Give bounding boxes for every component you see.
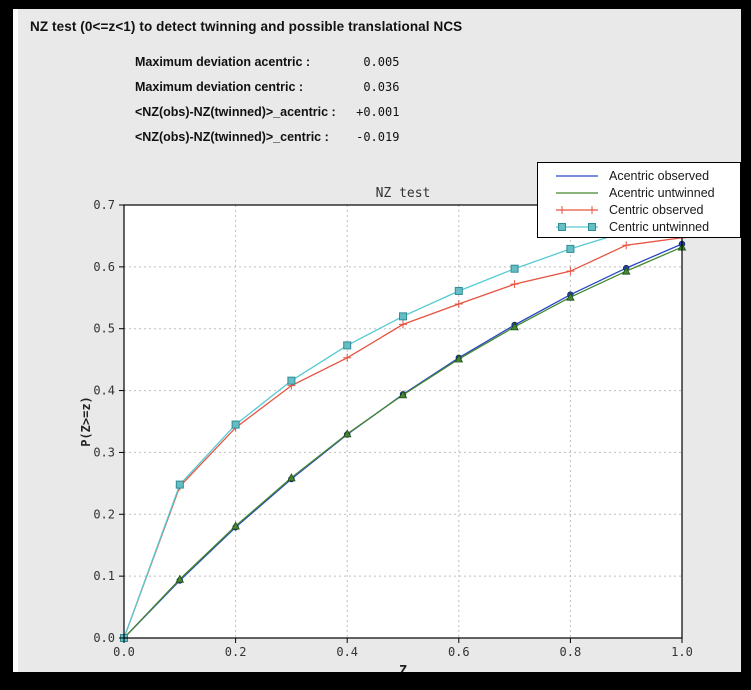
x-tick-label: 0.8: [560, 645, 582, 659]
stat-label: <NZ(obs)-NZ(twinned)>_acentric :: [135, 105, 336, 119]
panel-edge-highlight: [13, 9, 18, 672]
y-tick-label: 0.5: [93, 322, 115, 336]
nz-test-chart: 0.0 0.2 0.4 0.6 0.8 1.0 0.0 0.1 0.2 0.3 0.4 0.5 0.6 0…: [79, 186, 693, 672]
legend: Acentric observed Acentric untwinned Cen…: [537, 162, 741, 238]
stat-row: <NZ(obs)-NZ(twinned)>_centric : -0.019: [135, 128, 399, 153]
stat-label: Maximum deviation acentric :: [135, 55, 311, 69]
plot-window: NZ test (0<=z<1) to detect twinning and …: [13, 9, 741, 672]
stat-value: -0.019: [356, 130, 400, 144]
legend-item: Acentric observed: [538, 167, 740, 184]
x-tick-label: 0.0: [113, 645, 135, 659]
legend-line-sample: [556, 191, 598, 194]
legend-item: Acentric untwinned: [538, 184, 740, 201]
legend-line-sample: [556, 174, 598, 177]
stat-row: Maximum deviation centric : 0.036: [135, 78, 399, 103]
stat-label: Maximum deviation centric :: [135, 80, 304, 94]
y-tick-label: 0.2: [93, 507, 115, 521]
stat-row: Maximum deviation acentric : 0.005: [135, 53, 399, 78]
series-acentric-untwinned: [119, 242, 687, 642]
legend-label: Acentric observed: [609, 168, 710, 183]
stat-value: 0.036: [363, 80, 400, 94]
legend-label: Centric untwinned: [609, 219, 710, 234]
legend-item: Centric untwinned: [538, 218, 740, 235]
stats-block: Maximum deviation acentric : 0.005 Maxim…: [135, 53, 399, 153]
y-tick-label: 0.3: [93, 445, 115, 459]
stat-label: <NZ(obs)-NZ(twinned)>_centric :: [135, 130, 329, 144]
legend-line-sample: [556, 222, 598, 231]
stat-row: <NZ(obs)-NZ(twinned)>_acentric : +0.001: [135, 103, 399, 128]
y-axis-label: P(Z>=z): [79, 396, 93, 447]
axes-frame: [123, 204, 683, 639]
legend-line-sample: [556, 205, 598, 214]
y-tick-label: 0.1: [93, 569, 115, 583]
axis-ticks: [119, 204, 683, 643]
x-tick-label: 0.4: [336, 645, 358, 659]
plot-area: [124, 205, 682, 638]
page-title: NZ test (0<=z<1) to detect twinning and …: [30, 19, 463, 34]
y-tick-label: 0.7: [93, 198, 115, 212]
legend-item: Centric observed: [538, 201, 740, 218]
stat-value: +0.001: [356, 105, 400, 119]
y-tick-label: 0.4: [93, 384, 115, 398]
x-tick-label: 1.0: [671, 645, 693, 659]
stat-value: 0.005: [363, 55, 400, 69]
legend-label: Acentric untwinned: [609, 185, 715, 200]
x-axis-label: Z: [399, 664, 407, 672]
x-tick-label: 0.6: [448, 645, 470, 659]
y-tick-label: 0.6: [93, 260, 115, 274]
chart-title: NZ test: [376, 186, 431, 201]
y-tick-label: 0.0: [93, 631, 115, 645]
legend-label: Centric observed: [609, 202, 704, 217]
x-tick-label: 0.2: [225, 645, 247, 659]
